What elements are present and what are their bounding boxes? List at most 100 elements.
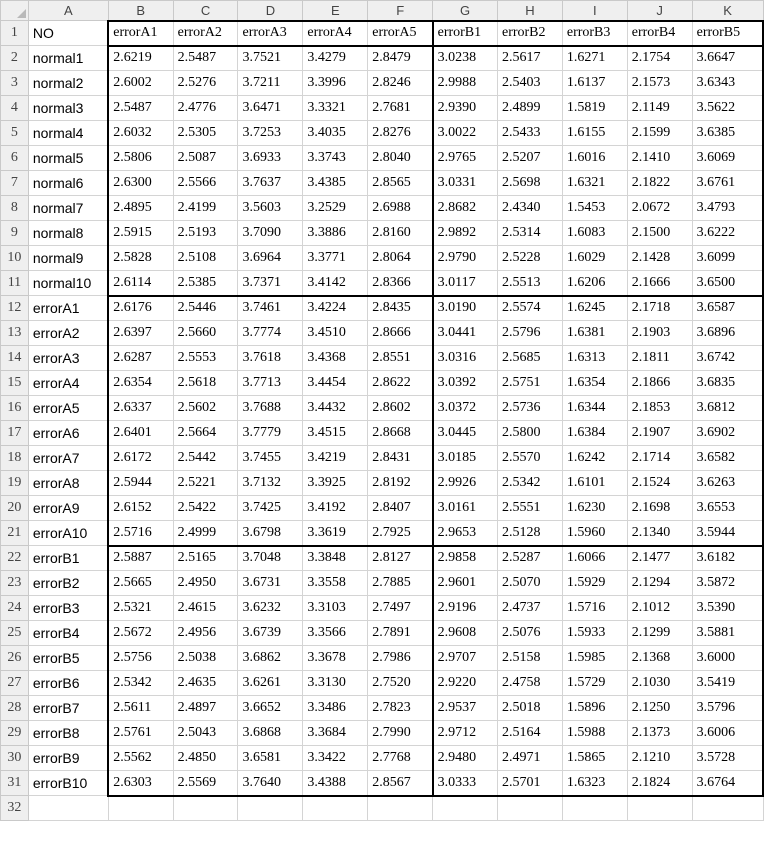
value-cell[interactable]: 2.1340 <box>626 520 693 547</box>
value-cell[interactable]: 3.6385 <box>691 120 764 146</box>
value-cell[interactable]: 3.0022 <box>431 120 498 146</box>
value-cell[interactable]: 2.9608 <box>431 620 498 646</box>
value-cell[interactable]: 2.5611 <box>107 695 174 721</box>
value-cell[interactable]: 3.6896 <box>691 320 764 346</box>
value-cell[interactable]: 2.9858 <box>431 545 498 571</box>
empty-cell[interactable] <box>691 795 764 821</box>
value-cell[interactable]: 1.6242 <box>561 445 628 471</box>
value-cell[interactable]: 1.6313 <box>561 345 628 371</box>
value-cell[interactable]: 2.5076 <box>496 620 563 646</box>
value-cell[interactable]: 3.3321 <box>302 95 369 121</box>
value-cell[interactable]: 2.8276 <box>367 120 434 146</box>
value-cell[interactable]: 2.5433 <box>496 120 563 146</box>
value-cell[interactable]: 2.8602 <box>367 395 434 421</box>
value-cell[interactable]: 3.6006 <box>691 720 764 746</box>
value-cell[interactable]: 2.8040 <box>367 145 434 171</box>
value-cell[interactable]: 2.8435 <box>367 295 434 321</box>
value-cell[interactable]: 3.0372 <box>431 395 498 421</box>
value-cell[interactable]: 2.9892 <box>431 220 498 246</box>
value-cell[interactable]: 3.6739 <box>237 620 304 646</box>
row-header[interactable]: 4 <box>0 95 29 121</box>
row-label-cell[interactable]: normal7 <box>27 195 109 221</box>
value-cell[interactable]: 2.6032 <box>107 120 174 146</box>
column-header-g[interactable]: G <box>432 0 498 21</box>
row-header[interactable]: 13 <box>0 320 29 346</box>
header-cell[interactable]: errorA4 <box>302 19 369 47</box>
value-cell[interactable]: 3.3103 <box>302 595 369 621</box>
value-cell[interactable]: 2.5701 <box>496 770 563 797</box>
value-cell[interactable]: 2.5018 <box>496 695 563 721</box>
row-header[interactable]: 20 <box>0 495 29 521</box>
value-cell[interactable]: 2.8127 <box>367 545 434 571</box>
value-cell[interactable]: 3.3996 <box>302 70 369 96</box>
value-cell[interactable]: 2.4999 <box>172 520 239 547</box>
row-header[interactable]: 31 <box>0 770 29 796</box>
value-cell[interactable]: 2.5553 <box>172 345 239 371</box>
value-cell[interactable]: 2.4971 <box>496 745 563 771</box>
value-cell[interactable]: 3.6587 <box>691 295 764 321</box>
row-header[interactable]: 14 <box>0 345 29 371</box>
value-cell[interactable]: 2.9480 <box>431 745 498 771</box>
value-cell[interactable]: 2.5128 <box>496 520 563 547</box>
value-cell[interactable]: 3.2529 <box>302 195 369 221</box>
value-cell[interactable]: 2.5672 <box>107 620 174 646</box>
value-cell[interactable]: 2.9653 <box>431 520 498 547</box>
row-label-cell[interactable]: errorB7 <box>27 695 109 721</box>
value-cell[interactable]: 3.6343 <box>691 70 764 96</box>
value-cell[interactable]: 2.5087 <box>172 145 239 171</box>
value-cell[interactable]: 2.1853 <box>626 395 693 421</box>
value-cell[interactable]: 2.6300 <box>107 170 174 196</box>
value-cell[interactable]: 1.6230 <box>561 495 628 521</box>
value-cell[interactable]: 3.3684 <box>302 720 369 746</box>
value-cell[interactable]: 2.4199 <box>172 195 239 221</box>
value-cell[interactable]: 2.1714 <box>626 445 693 471</box>
column-header-b[interactable]: B <box>107 0 174 21</box>
row-label-cell[interactable]: errorA7 <box>27 445 109 471</box>
value-cell[interactable]: 3.7637 <box>237 170 304 196</box>
value-cell[interactable]: 2.5617 <box>496 45 563 71</box>
value-cell[interactable]: 3.5881 <box>691 620 764 646</box>
value-cell[interactable]: 2.5164 <box>496 720 563 746</box>
row-label-cell[interactable]: errorA10 <box>27 520 109 546</box>
value-cell[interactable]: 2.7823 <box>367 695 434 721</box>
row-header[interactable]: 11 <box>0 270 29 296</box>
row-label-cell[interactable]: normal1 <box>27 45 109 71</box>
value-cell[interactable]: 2.1299 <box>626 620 693 646</box>
value-cell[interactable]: 2.5207 <box>496 145 563 171</box>
header-cell[interactable]: errorB1 <box>431 19 498 47</box>
value-cell[interactable]: 2.8666 <box>367 320 434 346</box>
value-cell[interactable]: 2.5574 <box>496 295 563 321</box>
value-cell[interactable]: 2.8064 <box>367 245 434 271</box>
row-label-cell[interactable]: errorA8 <box>27 470 109 496</box>
value-cell[interactable]: 2.9537 <box>431 695 498 721</box>
value-cell[interactable]: 2.4899 <box>496 95 563 121</box>
header-cell[interactable]: errorA3 <box>237 19 304 47</box>
column-header-h[interactable]: H <box>496 0 563 21</box>
value-cell[interactable]: 2.4895 <box>107 195 174 221</box>
value-cell[interactable]: 2.8565 <box>367 170 434 196</box>
row-header[interactable]: 17 <box>0 420 29 446</box>
value-cell[interactable]: 3.5603 <box>237 195 304 221</box>
value-cell[interactable]: 2.7768 <box>367 745 434 771</box>
value-cell[interactable]: 3.5944 <box>691 520 764 547</box>
value-cell[interactable]: 3.6902 <box>691 420 764 446</box>
value-cell[interactable]: 2.7986 <box>367 645 434 671</box>
column-header-i[interactable]: I <box>561 0 628 21</box>
value-cell[interactable]: 2.9765 <box>431 145 498 171</box>
value-cell[interactable]: 3.3558 <box>302 570 369 596</box>
row-header[interactable]: 21 <box>0 520 29 546</box>
empty-cell[interactable] <box>561 795 628 821</box>
value-cell[interactable]: 2.5570 <box>496 445 563 471</box>
value-cell[interactable]: 3.0161 <box>431 495 498 521</box>
value-cell[interactable]: 2.1822 <box>626 170 693 196</box>
value-cell[interactable]: 2.5228 <box>496 245 563 271</box>
value-cell[interactable]: 2.5385 <box>172 270 239 297</box>
value-cell[interactable]: 2.6287 <box>107 345 174 371</box>
row-header[interactable]: 3 <box>0 70 29 96</box>
value-cell[interactable]: 1.5819 <box>561 95 628 121</box>
value-cell[interactable]: 3.7090 <box>237 220 304 246</box>
row-header[interactable]: 10 <box>0 245 29 271</box>
value-cell[interactable]: 3.4279 <box>302 45 369 71</box>
value-cell[interactable]: 2.6152 <box>107 495 174 521</box>
value-cell[interactable]: 2.4950 <box>172 570 239 596</box>
